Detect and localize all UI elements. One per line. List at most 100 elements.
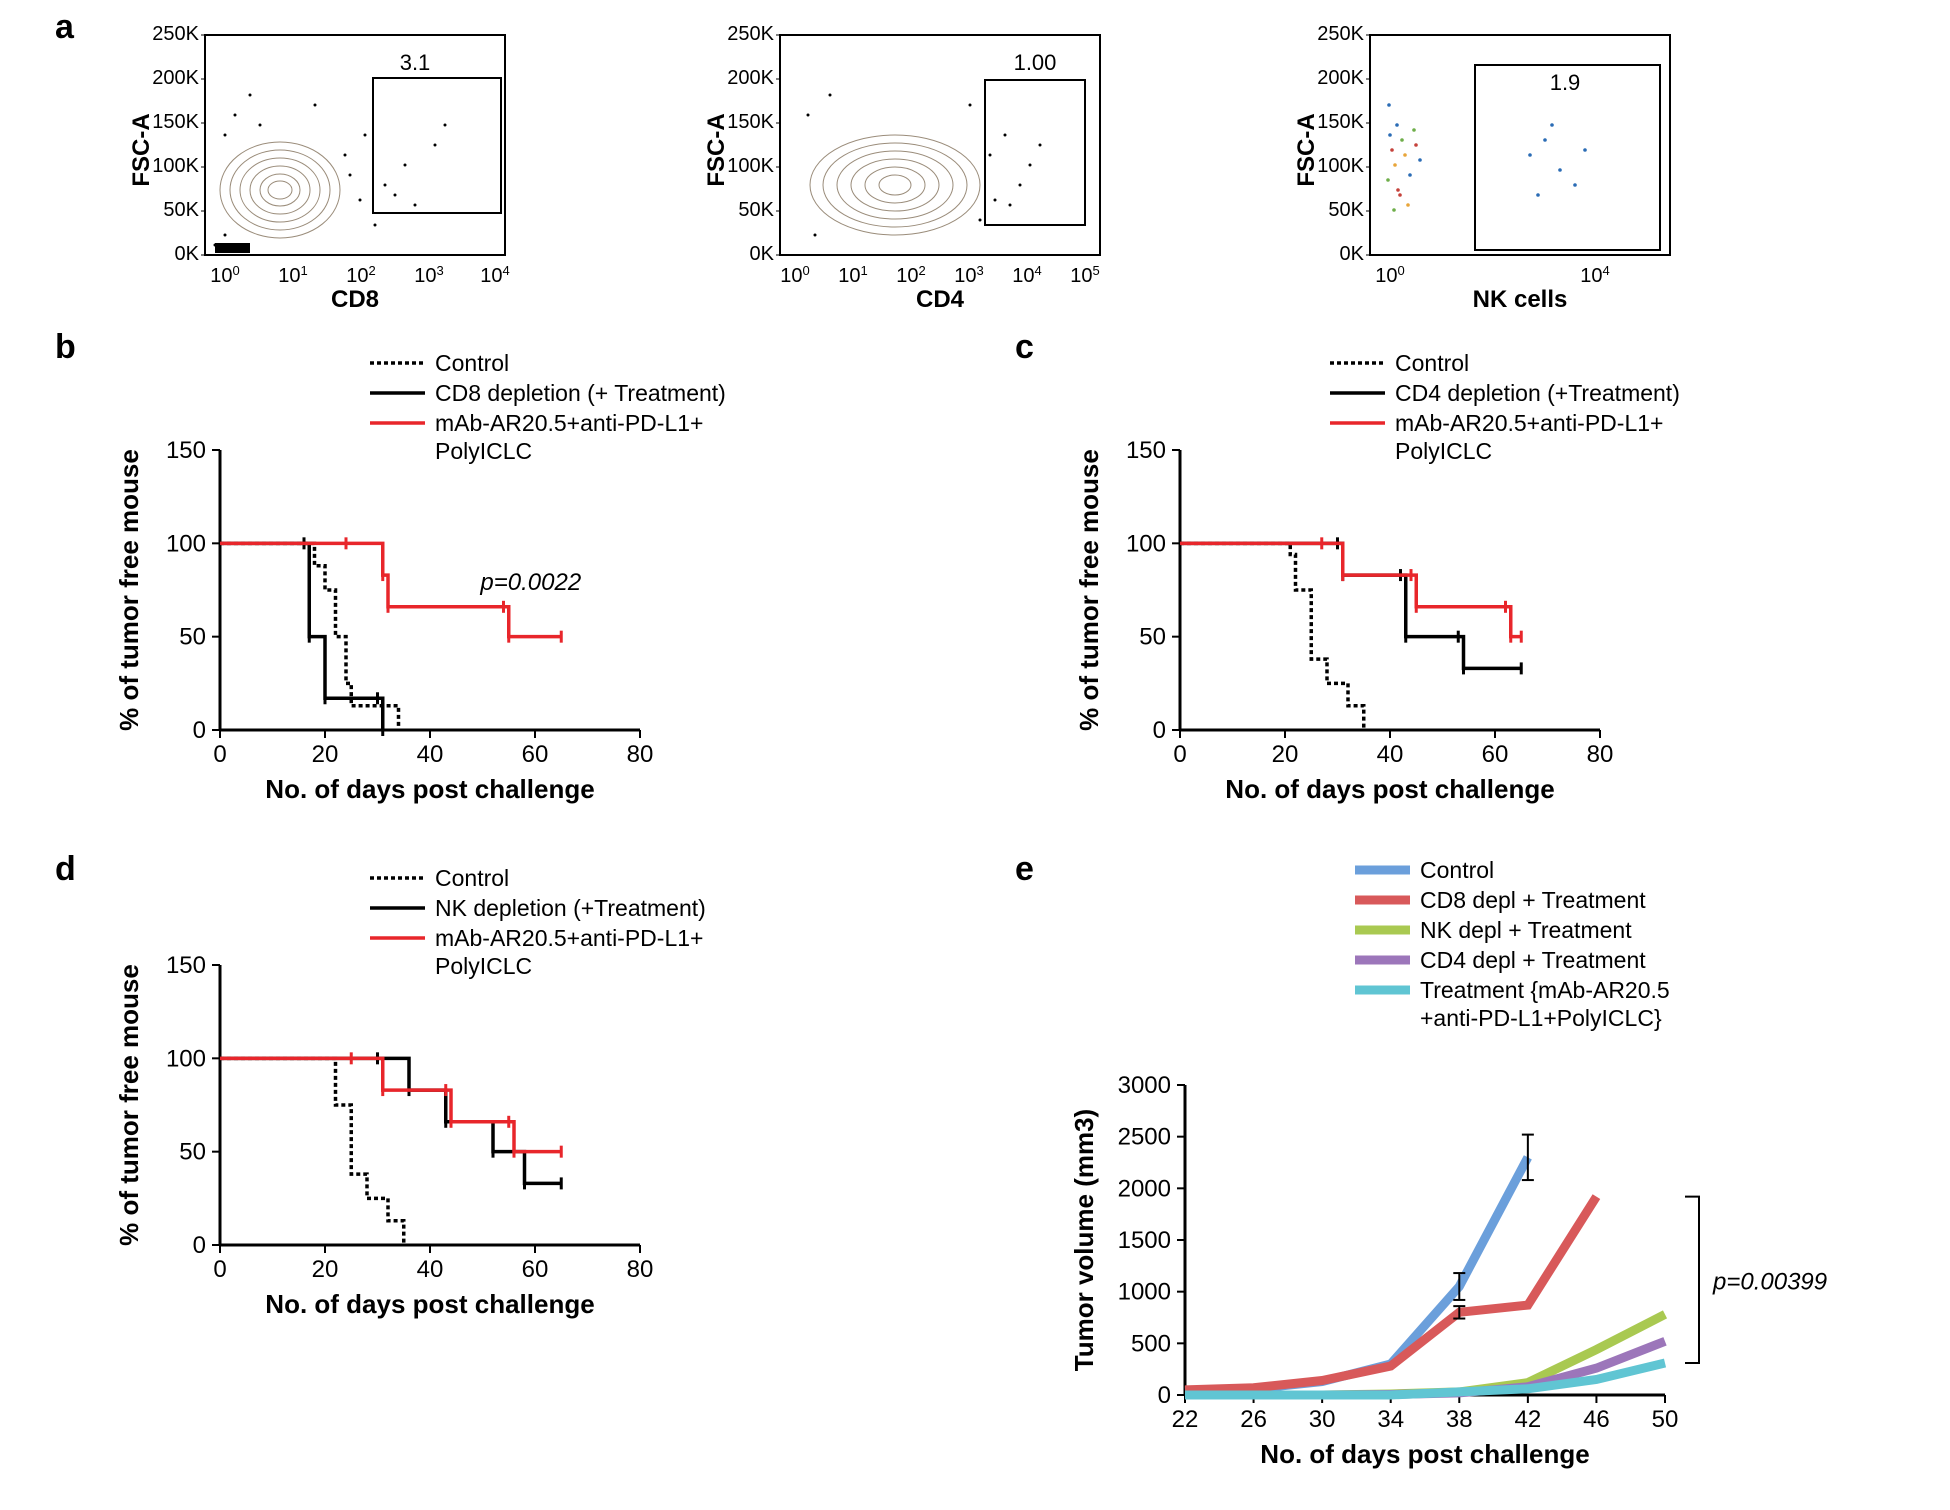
svg-text:NK depl + Treatment: NK depl + Treatment xyxy=(1420,917,1632,943)
svg-text:100K: 100K xyxy=(727,155,774,177)
svg-text:0K: 0K xyxy=(175,243,200,265)
xlabel-a3: NK cells xyxy=(1473,286,1568,313)
svg-text:50: 50 xyxy=(179,1139,206,1166)
svg-text:% of tumor free mouse: % of tumor free mouse xyxy=(1074,449,1104,731)
svg-text:0: 0 xyxy=(1173,741,1186,768)
svg-text:100: 100 xyxy=(166,530,206,557)
svg-text:100: 100 xyxy=(1375,263,1404,288)
svg-text:250K: 250K xyxy=(1317,23,1364,45)
xlabel-a1: CD8 xyxy=(331,286,379,313)
svg-text:103: 103 xyxy=(414,263,443,288)
svg-text:Control: Control xyxy=(1395,350,1469,376)
svg-text:101: 101 xyxy=(278,263,307,288)
svg-text:105: 105 xyxy=(1070,263,1099,288)
svg-text:50K: 50K xyxy=(163,199,199,221)
svg-text:PolyICLC: PolyICLC xyxy=(1395,438,1492,464)
svg-text:20: 20 xyxy=(1272,741,1299,768)
svg-text:22: 22 xyxy=(1172,1406,1199,1433)
ylabel-a2: FSC-A xyxy=(703,113,730,186)
svg-text:101: 101 xyxy=(838,263,867,288)
svg-text:42: 42 xyxy=(1515,1406,1542,1433)
panel-d-chart: 050100150020406080% of tumor free mouseN… xyxy=(95,860,955,1345)
svg-text:CD8 depletion (+ Treatment): CD8 depletion (+ Treatment) xyxy=(435,380,726,406)
svg-text:0K: 0K xyxy=(1340,243,1365,265)
svg-text:CD4 depletion (+Treatment): CD4 depletion (+Treatment) xyxy=(1395,380,1680,406)
svg-text:mAb-AR20.5+anti-PD-L1+: mAb-AR20.5+anti-PD-L1+ xyxy=(1395,410,1663,436)
svg-text:mAb-AR20.5+anti-PD-L1+: mAb-AR20.5+anti-PD-L1+ xyxy=(435,410,703,436)
svg-text:0: 0 xyxy=(213,741,226,768)
gate-pct-1: 3.1 xyxy=(400,50,431,75)
gate-pct-2: 1.00 xyxy=(1014,50,1057,75)
svg-text:100: 100 xyxy=(780,263,809,288)
panel-c-chart: 050100150020406080% of tumor free mouseN… xyxy=(1055,345,1915,830)
svg-text:40: 40 xyxy=(417,1256,444,1283)
panel-c-label: c xyxy=(1015,328,1034,367)
svg-text:40: 40 xyxy=(1377,741,1404,768)
panel-a-plot-2: 1.00 0K50K100K 150K200K250K 100 101 102 … xyxy=(700,20,1130,305)
svg-text:80: 80 xyxy=(1587,741,1614,768)
svg-text:250K: 250K xyxy=(152,23,199,45)
svg-text:p=0.0022: p=0.0022 xyxy=(479,569,581,596)
svg-text:104: 104 xyxy=(1580,263,1609,288)
svg-text:50: 50 xyxy=(179,624,206,651)
svg-text:20: 20 xyxy=(312,1256,339,1283)
panel-a-label: a xyxy=(55,8,74,47)
svg-text:102: 102 xyxy=(896,263,925,288)
svg-text:30: 30 xyxy=(1309,1406,1336,1433)
svg-text:% of tumor free mouse: % of tumor free mouse xyxy=(114,964,144,1246)
svg-text:100: 100 xyxy=(1126,530,1166,557)
svg-text:0: 0 xyxy=(1158,1382,1171,1409)
panel-e-label: e xyxy=(1015,850,1034,889)
svg-text:No. of days post challenge: No. of days post challenge xyxy=(265,1289,594,1319)
svg-text:0: 0 xyxy=(193,717,206,744)
svg-text:Control: Control xyxy=(435,350,509,376)
svg-text:0: 0 xyxy=(213,1256,226,1283)
svg-text:Tumor volume (mm3): Tumor volume (mm3) xyxy=(1069,1109,1099,1371)
svg-text:46: 46 xyxy=(1583,1406,1610,1433)
svg-text:103: 103 xyxy=(954,263,983,288)
panel-b-label: b xyxy=(55,328,76,367)
svg-text:Control: Control xyxy=(435,865,509,891)
svg-text:250K: 250K xyxy=(727,23,774,45)
svg-text:60: 60 xyxy=(1482,741,1509,768)
svg-text:20: 20 xyxy=(312,741,339,768)
svg-text:CD8 depl + Treatment: CD8 depl + Treatment xyxy=(1420,887,1646,913)
svg-text:150: 150 xyxy=(166,437,206,464)
svg-text:No. of days post challenge: No. of days post challenge xyxy=(265,774,594,804)
svg-text:p=0.00399: p=0.00399 xyxy=(1712,1268,1827,1295)
svg-text:2500: 2500 xyxy=(1118,1124,1171,1151)
ylabel-a1: FSC-A xyxy=(128,113,155,186)
svg-text:104: 104 xyxy=(480,263,509,288)
svg-text:200K: 200K xyxy=(152,67,199,89)
svg-text:No. of days post challenge: No. of days post challenge xyxy=(1260,1439,1589,1469)
svg-text:26: 26 xyxy=(1240,1406,1267,1433)
svg-text:50K: 50K xyxy=(1328,199,1364,221)
svg-text:40: 40 xyxy=(417,741,444,768)
svg-text:34: 34 xyxy=(1377,1406,1404,1433)
panel-a-plot-3: 1.9 0K50K100K 150K200K250K 100 104 FSC-A… xyxy=(1290,20,1700,305)
svg-text:NK depletion (+Treatment): NK depletion (+Treatment) xyxy=(435,895,706,921)
svg-text:+anti-PD-L1+PolyICLC}: +anti-PD-L1+PolyICLC} xyxy=(1420,1005,1662,1031)
svg-text:Control: Control xyxy=(1420,857,1494,883)
panel-b-chart: 050100150020406080p=0.0022% of tumor fre… xyxy=(95,345,955,830)
svg-text:0: 0 xyxy=(1153,717,1166,744)
svg-text:100K: 100K xyxy=(152,155,199,177)
svg-text:500: 500 xyxy=(1131,1330,1171,1357)
svg-text:50: 50 xyxy=(1139,624,1166,651)
svg-text:1000: 1000 xyxy=(1118,1279,1171,1306)
svg-text:60: 60 xyxy=(522,1256,549,1283)
svg-text:150: 150 xyxy=(1126,437,1166,464)
svg-text:PolyICLC: PolyICLC xyxy=(435,953,532,979)
panel-e-chart: Control CD8 depl + Treatment NK depl + Tre… xyxy=(1055,860,1935,1485)
svg-text:200K: 200K xyxy=(1317,67,1364,89)
svg-text:1500: 1500 xyxy=(1118,1227,1171,1254)
svg-text:PolyICLC: PolyICLC xyxy=(435,438,532,464)
svg-text:100K: 100K xyxy=(1317,155,1364,177)
svg-text:2000: 2000 xyxy=(1118,1175,1171,1202)
svg-text:50K: 50K xyxy=(738,199,774,221)
svg-text:80: 80 xyxy=(627,741,654,768)
svg-text:50: 50 xyxy=(1652,1406,1679,1433)
panel-d-label: d xyxy=(55,850,76,889)
svg-text:150: 150 xyxy=(166,952,206,979)
svg-text:38: 38 xyxy=(1446,1406,1473,1433)
